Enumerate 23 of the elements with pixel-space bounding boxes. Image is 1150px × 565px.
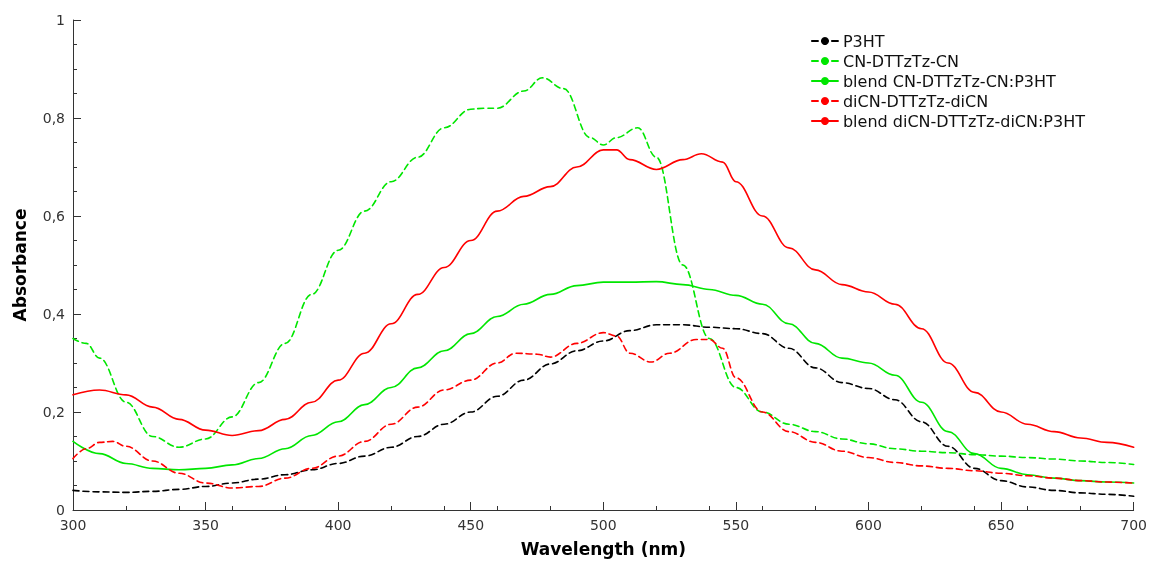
y-tick-label: 0,4 (42, 306, 66, 322)
x-tick-label: 700 (1120, 517, 1148, 533)
y-tick-label: 1 (56, 12, 65, 28)
x-tick-label: 300 (59, 517, 87, 533)
y-tick-label: 0,8 (42, 110, 65, 126)
x-tick-label: 500 (589, 517, 617, 533)
legend-label: CN-DTTzTz-CN (842, 51, 959, 71)
y-axis-title: Absorbance (9, 208, 30, 322)
legend-label: blend CN-DTTzTz-CN:P3HT (842, 71, 1057, 91)
x-tick-label: 600 (855, 517, 882, 533)
x-tick-label: 350 (192, 517, 219, 533)
y-tick-label: 0,2 (42, 404, 65, 420)
x-tick-label: 650 (987, 517, 1015, 533)
legend-label: diCN-DTTzTz-diCN (842, 91, 989, 111)
legend-label: P3HT (842, 31, 885, 51)
legend-label: blend diCN-DTTzTz-diCN:P3HT (842, 111, 1086, 131)
x-tick-label: 550 (722, 517, 750, 533)
y-tick-label: 0 (56, 502, 65, 518)
line-series (72, 149, 1135, 449)
y-tick-label: 0,6 (42, 208, 66, 224)
x-tick-label: 400 (324, 517, 352, 533)
x-tick-label: 450 (457, 517, 485, 533)
x-axis-title: Wavelength (nm) (520, 538, 687, 559)
